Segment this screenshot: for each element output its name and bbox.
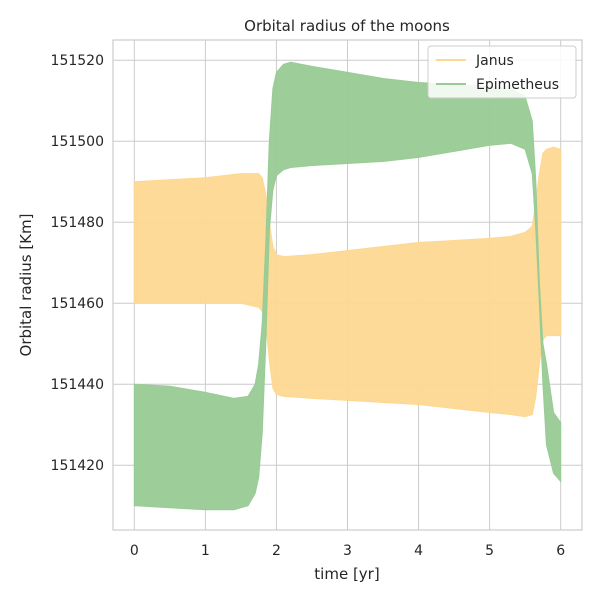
x-tick-label: 5 xyxy=(485,543,494,559)
x-tick-label: 0 xyxy=(130,543,139,559)
series-band-janus xyxy=(133,146,562,418)
y-tick-label: 151420 xyxy=(51,458,104,474)
legend: Janus Epimetheus xyxy=(427,45,577,99)
x-tick-label: 2 xyxy=(272,543,281,559)
y-tick-label: 151460 xyxy=(51,296,104,312)
plot-frame xyxy=(112,39,583,531)
x-axis-label: time [yr] xyxy=(314,565,379,583)
tick-layer: 0 1 2 3 4 5 6 151420 151440 151460 151480 151500 151… xyxy=(51,53,566,559)
y-tick-label: 151480 xyxy=(51,215,104,231)
legend-label-janus: Janus xyxy=(475,53,514,69)
y-tick-label: 151520 xyxy=(51,53,104,69)
series-layer xyxy=(133,61,562,511)
x-tick-label: 1 xyxy=(201,543,210,559)
y-axis-label: Orbital radius [Km] xyxy=(17,214,35,357)
chart-title: Orbital radius of the moons xyxy=(244,17,450,35)
y-tick-label: 151500 xyxy=(51,134,104,150)
series-band-epimetheus xyxy=(133,61,562,511)
y-tick-label: 151440 xyxy=(51,377,104,393)
x-tick-label: 3 xyxy=(343,543,352,559)
x-tick-label: 6 xyxy=(556,543,565,559)
legend-label-epimetheus: Epimetheus xyxy=(476,77,559,93)
x-tick-label: 4 xyxy=(414,543,423,559)
